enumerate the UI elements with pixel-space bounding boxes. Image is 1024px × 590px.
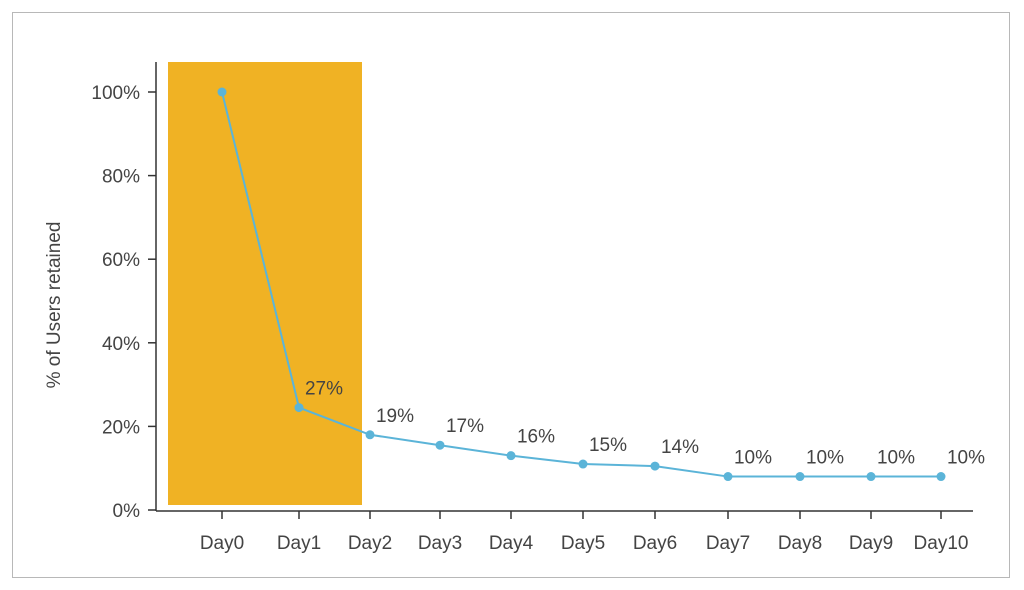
x-tick-label: Day7: [706, 533, 750, 554]
y-tick-label: 40%: [102, 334, 140, 355]
data-label: 14%: [661, 437, 699, 458]
x-tick-label: Day6: [633, 533, 677, 554]
data-point: [723, 472, 733, 482]
x-tick-label: Day5: [561, 533, 605, 554]
data-point: [217, 87, 227, 97]
data-point: [866, 472, 876, 482]
x-tick-label: Day9: [849, 533, 893, 554]
data-point: [578, 459, 588, 469]
data-label: 27%: [305, 379, 343, 400]
x-tick-label: Day1: [277, 533, 321, 554]
data-label: 17%: [446, 416, 484, 437]
data-point: [650, 461, 660, 471]
x-tick-label: Day0: [200, 533, 244, 554]
x-tick-label: Day10: [914, 533, 969, 554]
y-tick-label: 0%: [113, 501, 141, 522]
data-point: [435, 440, 445, 450]
y-tick-label: 20%: [102, 417, 140, 438]
y-tick-label: 100%: [91, 83, 140, 104]
data-label: 10%: [734, 448, 772, 469]
x-tick-label: Day3: [418, 533, 462, 554]
data-point: [294, 403, 304, 413]
x-tick-label: Day4: [489, 533, 534, 554]
x-tick-label: Day8: [778, 533, 822, 554]
y-tick-label: 60%: [102, 250, 140, 271]
data-point: [936, 472, 946, 482]
x-tick-label: Day2: [348, 533, 392, 554]
data-label: 10%: [877, 448, 915, 469]
data-label: 16%: [517, 427, 555, 448]
y-tick-label: 80%: [102, 167, 140, 188]
y-axis-title: % of Users retained: [44, 222, 65, 389]
data-label: 19%: [376, 406, 414, 427]
highlight-band: [168, 62, 362, 505]
data-point: [506, 451, 516, 461]
data-point: [365, 430, 375, 440]
data-label: 10%: [947, 448, 985, 469]
data-point: [795, 472, 805, 482]
data-label: 10%: [806, 448, 844, 469]
data-label: 15%: [589, 435, 627, 456]
